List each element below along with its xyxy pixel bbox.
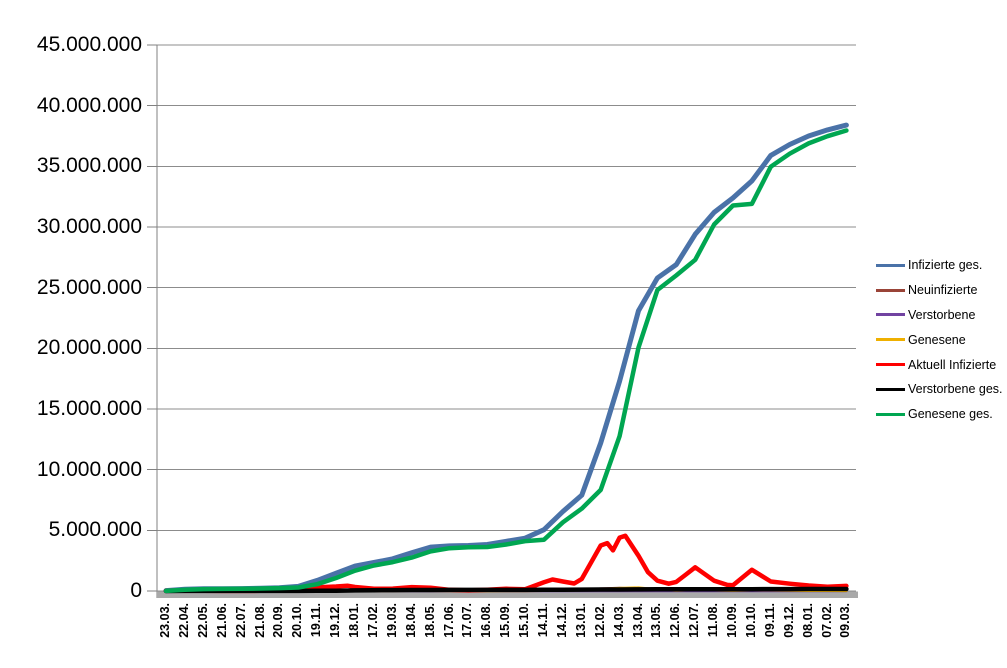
- legend-entry-infizierte-ges[interactable]: Infizierte ges.: [876, 253, 1003, 278]
- legend-line-sample: [876, 363, 905, 367]
- x-axis-label: 21.06.: [214, 603, 229, 638]
- x-axis-label: 10.09.: [725, 603, 739, 638]
- x-axis-label: 14.11.: [536, 603, 550, 638]
- x-axis-label: 10.10.: [743, 603, 758, 638]
- legend-label: Genesene ges.: [908, 407, 993, 422]
- legend-label: Genesene: [908, 332, 966, 347]
- legend-entry-genesene[interactable]: Genesene: [876, 327, 1003, 352]
- x-axis-label: 18.04.: [403, 603, 418, 638]
- x-axis-label: 23.03.: [158, 603, 172, 638]
- x-axis-label: 22.05.: [195, 603, 210, 638]
- x-axis-label: 18.01.: [347, 603, 361, 638]
- x-axis-label: 17.02.: [365, 603, 380, 638]
- y-axis-label: 5.000.000: [48, 518, 142, 542]
- x-axis-label: 08.01.: [800, 603, 815, 638]
- x-axis-label: 14.12.: [554, 603, 569, 638]
- y-axis-label: 30.000.000: [36, 215, 142, 238]
- x-axis-label: 19.11.: [309, 603, 324, 638]
- x-axis-label: 20.09.: [271, 603, 286, 638]
- series-line-infizierte-ges[interactable]: [163, 122, 849, 594]
- x-axis-label: 18.05.: [422, 603, 437, 638]
- x-axis-label: 14.03.: [611, 603, 626, 638]
- x-axis-label: 22.04.: [176, 603, 191, 638]
- legend-label: Verstorbene ges.: [908, 382, 1003, 397]
- y-axis-label: 45.000.000: [36, 33, 142, 56]
- legend-line-sample: [876, 313, 905, 317]
- x-axis-label: 11.08.: [706, 603, 721, 638]
- x-axis-label: 17.06.: [441, 603, 456, 638]
- x-axis-label: 13.05.: [649, 603, 664, 638]
- legend-label: Infizierte ges.: [908, 258, 983, 273]
- x-axis-label: 20.10.: [290, 603, 305, 638]
- legend-entry-neuinfizierte[interactable]: Neuinfizierte: [876, 278, 1003, 303]
- x-axis-label: 09.11.: [762, 603, 777, 638]
- y-axis-label: 20.000.000: [36, 336, 142, 360]
- legend-entry-aktuell-infizierte[interactable]: Aktuell Infizierte: [876, 352, 1003, 377]
- legend-label: Neuinfizierte: [908, 283, 978, 298]
- y-axis-label: 0: [130, 579, 142, 602]
- legend: Infizierte ges. Neuinfizierte Verstorben…: [876, 253, 1003, 427]
- x-axis-label: 19.12.: [328, 603, 343, 638]
- series-line-aktuell-infizierte[interactable]: [163, 533, 849, 594]
- x-axis-label: 16.08.: [479, 603, 494, 638]
- x-axis-label: 09.12.: [781, 603, 796, 638]
- x-axis-label: 12.07.: [687, 603, 702, 638]
- x-axis-label: 21.08.: [252, 603, 267, 638]
- y-axis-label: 10.000.000: [36, 457, 142, 481]
- legend-line-sample: [876, 263, 905, 267]
- legend-line-sample: [876, 288, 905, 292]
- legend-entry-genesene-ges[interactable]: Genesene ges.: [876, 402, 1003, 427]
- x-axis-band: [157, 591, 858, 598]
- x-axis-label: 09.03.: [838, 603, 853, 638]
- legend-line-sample: [876, 338, 905, 342]
- x-axis-label: 13.04.: [630, 603, 645, 638]
- y-axis-label: 35.000.000: [36, 154, 142, 178]
- y-axis-label: 15.000.000: [36, 397, 142, 420]
- x-axis-label: 12.06.: [668, 603, 683, 638]
- gridlines: [157, 44, 856, 592]
- legend-entry-verstorbene[interactable]: Verstorbene: [876, 303, 1003, 328]
- series-line-verstorbene-ges[interactable]: [163, 586, 849, 594]
- x-axis-label: 15.10.: [517, 603, 532, 638]
- x-axis-label: 15.09.: [498, 603, 513, 638]
- y-axis-label: 25.000.000: [36, 275, 142, 299]
- y-axis-label: 40.000.000: [36, 93, 142, 117]
- series-line-genesene-ges[interactable]: [163, 128, 849, 594]
- x-axis-label: 19.03.: [384, 603, 399, 638]
- legend-label: Verstorbene: [908, 307, 976, 322]
- x-axis-label: 07.02.: [819, 603, 834, 638]
- x-axis-label: 12.02.: [592, 603, 607, 638]
- x-axis-label: 13.01.: [573, 603, 588, 638]
- legend-line-sample: [876, 412, 905, 416]
- series-lines: [163, 122, 849, 594]
- legend-entry-verstorbene-ges[interactable]: Verstorbene ges.: [876, 377, 1003, 402]
- x-axis-label: 17.07.: [460, 603, 475, 638]
- legend-line-sample: [876, 387, 905, 391]
- x-axis-label: 22.07.: [233, 603, 248, 638]
- axes: [147, 44, 858, 598]
- legend-label: Aktuell Infizierte: [908, 357, 997, 372]
